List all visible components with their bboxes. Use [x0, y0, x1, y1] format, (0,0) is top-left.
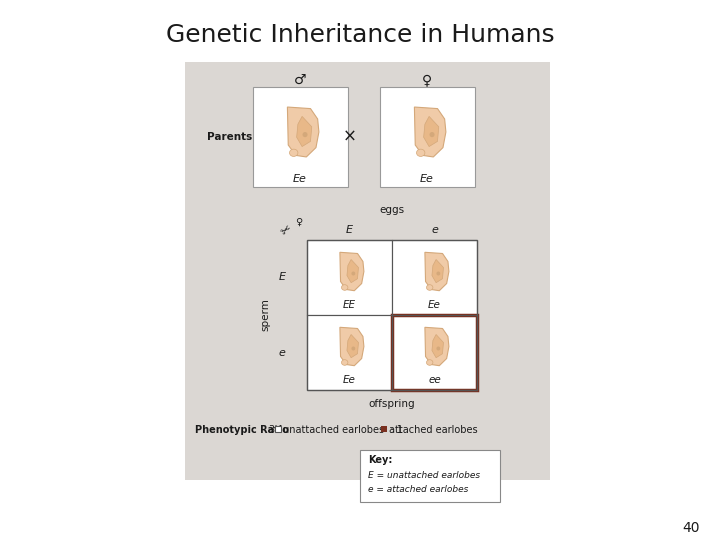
Ellipse shape — [341, 285, 348, 291]
Text: E: E — [346, 225, 353, 235]
Bar — [392, 240, 477, 315]
Text: attached earlobes: attached earlobes — [389, 425, 477, 435]
Bar — [307, 315, 392, 390]
Polygon shape — [432, 260, 444, 283]
Bar — [253, 87, 348, 187]
Bar — [381, 426, 387, 432]
Text: e = attached earlobes: e = attached earlobes — [368, 485, 469, 495]
Bar — [185, 62, 550, 480]
Bar — [307, 240, 477, 390]
Text: E: E — [279, 273, 286, 282]
Text: Key:: Key: — [368, 455, 392, 465]
Ellipse shape — [430, 132, 435, 137]
Text: sperm: sperm — [260, 299, 270, 332]
Ellipse shape — [426, 285, 433, 291]
Text: ♀: ♀ — [295, 217, 302, 227]
Text: EE: EE — [343, 300, 356, 310]
Text: Phenotypic Ratio: Phenotypic Ratio — [195, 425, 289, 435]
Text: Ee: Ee — [428, 300, 441, 310]
Text: ♂: ♂ — [294, 73, 306, 87]
Text: Parents: Parents — [207, 132, 253, 142]
Text: Ee: Ee — [420, 174, 434, 184]
Ellipse shape — [436, 272, 440, 275]
Polygon shape — [415, 107, 446, 157]
Polygon shape — [432, 334, 444, 357]
Text: 40: 40 — [683, 521, 700, 535]
Text: ✂: ✂ — [279, 221, 295, 238]
Ellipse shape — [416, 149, 425, 157]
Ellipse shape — [351, 347, 355, 350]
Polygon shape — [297, 117, 312, 146]
Bar — [275, 426, 281, 432]
Text: 3: 3 — [268, 425, 274, 435]
Bar — [307, 240, 392, 315]
Polygon shape — [347, 334, 359, 357]
Ellipse shape — [302, 132, 307, 137]
Ellipse shape — [289, 149, 298, 157]
Polygon shape — [287, 107, 319, 157]
Polygon shape — [347, 260, 359, 283]
Text: Genetic Inheritance in Humans: Genetic Inheritance in Humans — [166, 23, 554, 47]
Bar — [380, 87, 475, 187]
Text: Ee: Ee — [293, 174, 307, 184]
Ellipse shape — [351, 272, 355, 275]
Ellipse shape — [426, 360, 433, 365]
Bar — [360, 450, 500, 502]
Polygon shape — [425, 252, 449, 291]
Polygon shape — [425, 327, 449, 366]
Ellipse shape — [341, 360, 348, 365]
Text: ee: ee — [428, 375, 441, 385]
Text: e: e — [431, 225, 438, 235]
Text: e: e — [279, 348, 285, 357]
Text: E = unattached earlobes: E = unattached earlobes — [368, 471, 480, 481]
Polygon shape — [340, 327, 364, 366]
Ellipse shape — [436, 347, 440, 350]
Polygon shape — [340, 252, 364, 291]
Text: Ee: Ee — [343, 375, 356, 385]
Polygon shape — [423, 117, 438, 146]
Text: unattached earlobes  : 1: unattached earlobes : 1 — [283, 425, 403, 435]
Text: ×: × — [343, 128, 357, 146]
Text: offspring: offspring — [369, 399, 415, 409]
Bar — [392, 315, 477, 390]
Text: ♀: ♀ — [422, 73, 432, 87]
Text: eggs: eggs — [379, 205, 405, 215]
